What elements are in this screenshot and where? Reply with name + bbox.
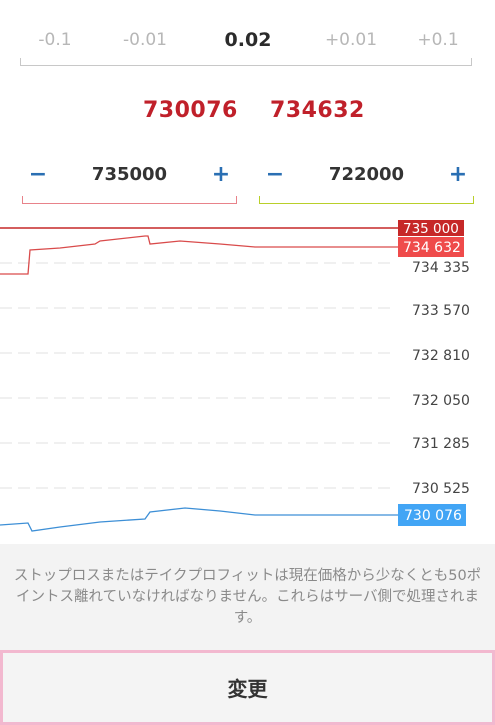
- y-tick-label: 732 050: [412, 393, 470, 409]
- stop-loss-price-tag: 735 000: [398, 220, 464, 237]
- ask-tag-bg: [398, 237, 464, 257]
- volume-minus-0-1-button[interactable]: -0.1: [38, 30, 72, 50]
- take-profit-increase-button[interactable]: +: [448, 162, 468, 187]
- y-tick-label: 733 570: [412, 303, 470, 319]
- change-button-label: 変更: [227, 677, 268, 701]
- info-note: ストップロスまたはテイクプロフィットは現在価格から少なくとも50ポイントス離れて…: [0, 544, 495, 650]
- info-note-text: ストップロスまたはテイクプロフィットは現在価格から少なくとも50ポイントス離れて…: [13, 568, 482, 626]
- bid-price-tag: 730 076: [398, 504, 466, 526]
- take-profit-decrease-button[interactable]: −: [265, 162, 285, 187]
- price-chart: 734 335 733 570 732 810 732 050 731 285 …: [0, 220, 470, 532]
- stop-loss-tag-bg: [398, 220, 464, 236]
- change-button[interactable]: 変更: [0, 650, 495, 725]
- stop-loss-field: − 735000 +: [22, 156, 237, 204]
- y-tick-label: 732 810: [412, 348, 470, 364]
- volume-selector: -0.1 -0.01 0.02 +0.01 +0.1: [0, 0, 495, 70]
- y-tick-label: 731 285: [412, 436, 470, 452]
- bid-tag-bg: [398, 504, 466, 526]
- volume-plus-0-1-button[interactable]: +0.1: [417, 30, 459, 50]
- bid-price-line: [0, 507, 400, 532]
- y-tick-label: 730 525: [412, 481, 470, 497]
- take-profit-field: − 722000 +: [259, 156, 474, 204]
- volume-minus-0-01-button[interactable]: -0.01: [123, 30, 167, 50]
- ask-tag-label: 734 632: [403, 240, 461, 256]
- bid-tag-label: 730 076: [404, 508, 462, 524]
- take-profit-value[interactable]: 722000: [328, 164, 405, 185]
- ask-price: 734632: [270, 98, 365, 123]
- volume-divider: [20, 58, 472, 66]
- stop-loss-increase-button[interactable]: +: [211, 162, 231, 187]
- bid-price: 730076: [143, 98, 238, 123]
- stop-loss-decrease-button[interactable]: −: [28, 162, 48, 187]
- y-tick-label: 734 335: [412, 260, 470, 276]
- stop-loss-tag-label: 735 000: [403, 221, 459, 237]
- take-profit-underline: [259, 196, 474, 204]
- stop-loss-underline: [22, 196, 237, 204]
- ask-price-line: [0, 235, 400, 275]
- ask-price-tag: 734 632: [398, 237, 464, 257]
- stop-loss-value[interactable]: 735000: [91, 164, 168, 185]
- volume-plus-0-01-button[interactable]: +0.01: [324, 30, 378, 50]
- volume-current-value: 0.02: [224, 29, 272, 51]
- chart-gridlines: [0, 262, 390, 489]
